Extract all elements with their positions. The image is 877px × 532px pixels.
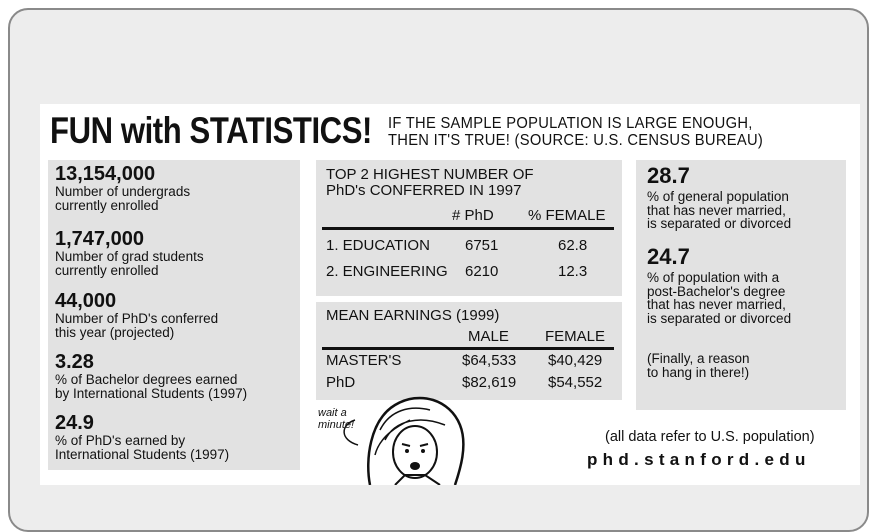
stat-value: 1,747,000: [55, 229, 144, 249]
cell: 6751: [465, 238, 498, 253]
table-title: PhD's CONFERRED IN 1997: [326, 183, 521, 198]
stat-value: 44,000: [55, 291, 116, 311]
cell: 1. EDUCATION: [326, 238, 430, 253]
stat-label: International Students (1997): [55, 448, 229, 462]
column-header: MALE: [468, 329, 509, 344]
stat-value: 28.7: [647, 165, 690, 187]
cell: $54,552: [548, 375, 602, 390]
stat-label: post-Bachelor's degree: [647, 285, 785, 299]
stat-label: this year (projected): [55, 326, 174, 340]
rule: [322, 347, 614, 350]
stat-label: currently enrolled: [55, 264, 159, 278]
stat-value: 24.7: [647, 246, 690, 268]
stat-label: Number of undergrads: [55, 185, 190, 199]
stat-label: by International Students (1997): [55, 387, 247, 401]
stat-label: Number of grad students: [55, 250, 204, 264]
stat-label: is separated or divorced: [647, 217, 791, 231]
cartoon: [310, 380, 480, 485]
stat-value: 24.9: [55, 413, 94, 433]
stat-value: 13,154,000: [55, 164, 155, 184]
subtitle: THEN IT'S TRUE! (SOURCE: U.S. CENSUS BUR…: [388, 133, 763, 149]
table-title: MEAN EARNINGS (1999): [326, 308, 499, 323]
title: FUN with STATISTICS!: [50, 112, 372, 149]
cell: MASTER'S: [326, 353, 401, 368]
note: to hang in there!): [647, 366, 749, 380]
stat-label: % of population with a: [647, 271, 779, 285]
stat-value: 3.28: [55, 352, 94, 372]
column-header: # PhD: [452, 208, 494, 223]
column-header: % FEMALE: [528, 208, 606, 223]
speech: wait a: [318, 408, 347, 419]
cell: $64,533: [462, 353, 516, 368]
note: (Finally, a reason: [647, 352, 750, 366]
cell: 2. ENGINEERING: [326, 264, 448, 279]
table-title: TOP 2 HIGHEST NUMBER OF: [326, 167, 534, 182]
stat-label: that has never married,: [647, 298, 786, 312]
cell: $40,429: [548, 353, 602, 368]
stat-label: currently enrolled: [55, 199, 159, 213]
stat-label: is separated or divorced: [647, 312, 791, 326]
footer-url: phd.stanford.edu: [587, 451, 811, 468]
stat-label: Number of PhD's conferred: [55, 312, 218, 326]
stat-label: % of PhD's earned by: [55, 434, 185, 448]
cell: 62.8: [558, 238, 587, 253]
page: FUN with STATISTICS! IF THE SAMPLE POPUL…: [0, 0, 877, 485]
stat-label: % of general population: [647, 190, 789, 204]
rule: [322, 227, 614, 230]
footer-note: (all data refer to U.S. population): [605, 430, 815, 445]
stat-label: that has never married,: [647, 204, 786, 218]
column-header: FEMALE: [545, 329, 605, 344]
subtitle: IF THE SAMPLE POPULATION IS LARGE ENOUGH…: [388, 116, 753, 132]
cell: 12.3: [558, 264, 587, 279]
stat-label: % of Bachelor degrees earned: [55, 373, 237, 387]
speech: minute!: [318, 420, 354, 431]
cell: 6210: [465, 264, 498, 279]
